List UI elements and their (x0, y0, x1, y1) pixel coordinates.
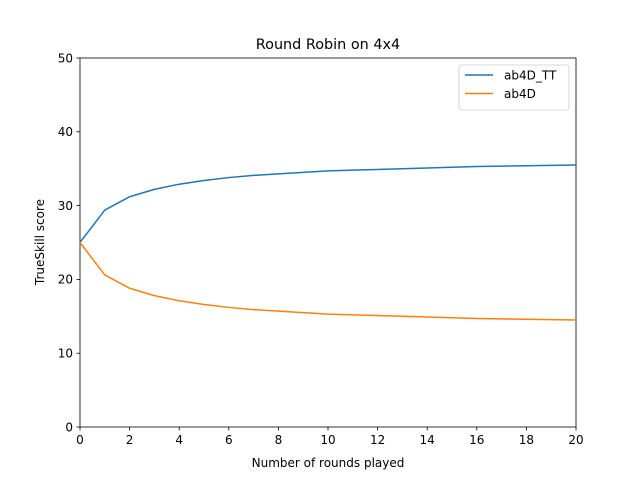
y-tick-label: 40 (58, 125, 73, 139)
series-line-2 (78, 241, 577, 321)
y-tick-label: 50 (58, 51, 73, 65)
x-tick-label: 0 (76, 433, 84, 447)
legend-label: ab4D (504, 87, 536, 101)
x-axis-label: Number of rounds played (252, 456, 405, 470)
y-tick-label: 20 (58, 273, 73, 287)
y-tick-label: 0 (65, 420, 73, 434)
x-tick-label: 2 (126, 433, 134, 447)
legend-label: ab4D_TT (504, 68, 557, 82)
chart-title: Round Robin on 4x4 (256, 37, 400, 53)
x-tick-label: 20 (568, 433, 583, 447)
legend: ab4D_TT ab4D (458, 64, 570, 111)
x-axis: 0 2 4 6 8 10 12 14 16 18 20 (76, 427, 584, 447)
x-tick-label: 16 (469, 433, 484, 447)
y-axis: 0 10 20 30 40 50 (58, 51, 80, 434)
series-line-1 (78, 164, 577, 244)
x-tick-label: 18 (519, 433, 534, 447)
y-axis-label: TrueSkill score (33, 199, 47, 286)
x-tick-label: 8 (275, 433, 283, 447)
x-tick-label: 6 (225, 433, 233, 447)
y-tick-label: 30 (58, 199, 73, 213)
x-tick-label: 12 (370, 433, 385, 447)
legend-box (458, 64, 570, 111)
x-tick-label: 10 (320, 433, 335, 447)
x-tick-label: 4 (175, 433, 183, 447)
series-lines (78, 164, 577, 321)
x-tick-label: 14 (420, 433, 435, 447)
y-tick-label: 10 (58, 347, 73, 361)
